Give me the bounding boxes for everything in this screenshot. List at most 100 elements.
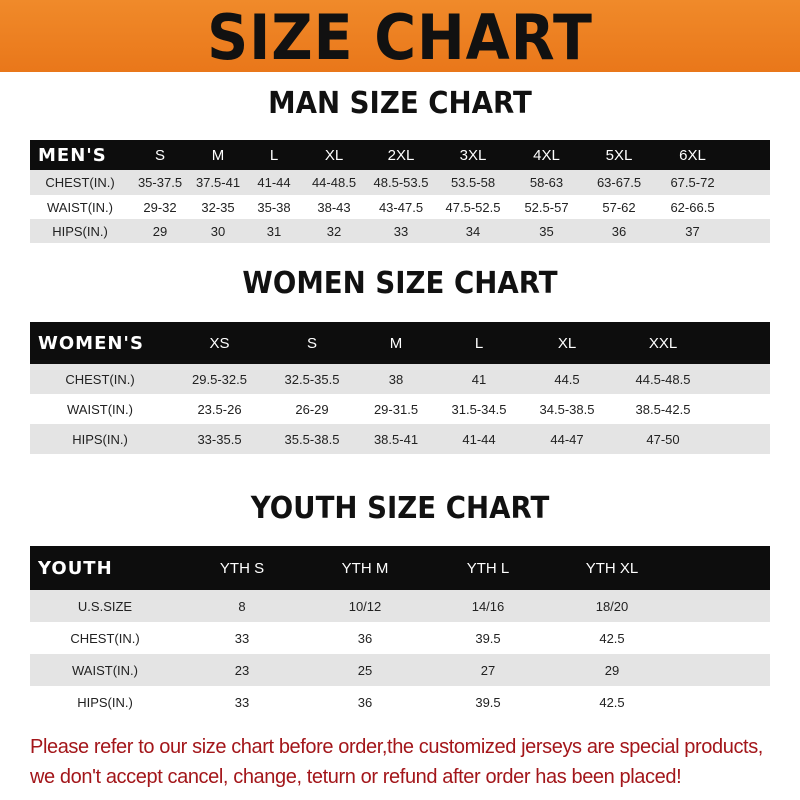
measurement-cell: 42.5 bbox=[550, 686, 674, 718]
measurement-cell: 32 bbox=[302, 219, 366, 243]
measurement-cell: 29-32 bbox=[130, 195, 190, 219]
women-header-label: WOMEN'S bbox=[30, 322, 170, 364]
row-label: WAIST(IN.) bbox=[30, 654, 180, 686]
size-header: 4XL bbox=[510, 140, 583, 170]
measurement-cell: 29-31.5 bbox=[355, 394, 437, 424]
men-heading: MAN SIZE CHART bbox=[268, 86, 532, 121]
measurement-cell: 33 bbox=[180, 686, 304, 718]
size-header: 2XL bbox=[366, 140, 436, 170]
measurement-cell: 37.5-41 bbox=[190, 170, 246, 195]
header-filler bbox=[713, 322, 770, 364]
table-row: HIPS(IN.) 33-35.5 35.5-38.5 38.5-41 41-44 44-… bbox=[30, 424, 770, 454]
measurement-cell: 33 bbox=[366, 219, 436, 243]
row-filler bbox=[730, 195, 770, 219]
table-row: U.S.SIZE 8 10/12 14/16 18/20 bbox=[30, 590, 770, 622]
row-filler bbox=[730, 219, 770, 243]
row-filler bbox=[674, 686, 770, 718]
measurement-cell: 39.5 bbox=[426, 686, 550, 718]
measurement-cell: 23.5-26 bbox=[170, 394, 269, 424]
row-label: CHEST(IN.) bbox=[30, 622, 180, 654]
measurement-cell: 36 bbox=[583, 219, 655, 243]
measurement-cell: 31.5-34.5 bbox=[437, 394, 521, 424]
row-label: HIPS(IN.) bbox=[30, 424, 170, 454]
notice-line-1: Please refer to our size chart before or… bbox=[30, 736, 763, 758]
size-header: L bbox=[437, 322, 521, 364]
measurement-cell: 27 bbox=[426, 654, 550, 686]
measurement-cell: 31 bbox=[246, 219, 302, 243]
measurement-cell: 33 bbox=[180, 622, 304, 654]
measurement-cell: 10/12 bbox=[304, 590, 426, 622]
measurement-cell: 29 bbox=[550, 654, 674, 686]
measurement-cell: 32-35 bbox=[190, 195, 246, 219]
measurement-cell: 44.5 bbox=[521, 364, 613, 394]
size-header: XXL bbox=[613, 322, 713, 364]
measurement-cell: 35 bbox=[510, 219, 583, 243]
size-header: YTH L bbox=[426, 546, 550, 590]
women-header-row: WOMEN'S XS S M L XL XXL bbox=[30, 322, 770, 364]
measurement-cell: 23 bbox=[180, 654, 304, 686]
size-header: YTH XL bbox=[550, 546, 674, 590]
measurement-cell: 63-67.5 bbox=[583, 170, 655, 195]
measurement-cell: 29 bbox=[130, 219, 190, 243]
youth-header-row: YOUTH YTH S YTH M YTH L YTH XL bbox=[30, 546, 770, 590]
size-header: XL bbox=[302, 140, 366, 170]
women-size-table: WOMEN'S XS S M L XL XXL CHEST(IN.) 29.5-32.5 32.5… bbox=[30, 322, 770, 454]
header-filler bbox=[730, 140, 770, 170]
row-filler bbox=[713, 364, 770, 394]
row-filler bbox=[730, 170, 770, 195]
row-filler bbox=[713, 424, 770, 454]
measurement-cell: 58-63 bbox=[510, 170, 583, 195]
size-header: S bbox=[130, 140, 190, 170]
table-row: CHEST(IN.) 29.5-32.5 32.5-35.5 38 41 44.5 44.5… bbox=[30, 364, 770, 394]
measurement-cell: 38 bbox=[355, 364, 437, 394]
men-header-row: MEN'S S M L XL 2XL 3XL 4XL 5XL 6XL bbox=[30, 140, 770, 170]
title-banner: SIZE CHART bbox=[0, 0, 800, 74]
measurement-cell: 30 bbox=[190, 219, 246, 243]
measurement-cell: 26-29 bbox=[269, 394, 355, 424]
youth-heading: YOUTH SIZE CHART bbox=[250, 491, 550, 526]
row-filler bbox=[674, 622, 770, 654]
size-header: S bbox=[269, 322, 355, 364]
measurement-cell: 35-37.5 bbox=[130, 170, 190, 195]
row-label: CHEST(IN.) bbox=[30, 170, 130, 195]
table-row: WAIST(IN.) 29-32 32-35 35-38 38-43 43-47.5 47.… bbox=[30, 195, 770, 219]
size-header: YTH M bbox=[304, 546, 426, 590]
measurement-cell: 35-38 bbox=[246, 195, 302, 219]
measurement-cell: 38-43 bbox=[302, 195, 366, 219]
row-label: HIPS(IN.) bbox=[30, 686, 180, 718]
row-label: WAIST(IN.) bbox=[30, 394, 170, 424]
measurement-cell: 14/16 bbox=[426, 590, 550, 622]
measurement-cell: 29.5-32.5 bbox=[170, 364, 269, 394]
notice-line-2: we don't accept cancel, change, teturn o… bbox=[30, 766, 682, 788]
size-header: 5XL bbox=[583, 140, 655, 170]
measurement-cell: 62-66.5 bbox=[655, 195, 730, 219]
measurement-cell: 38.5-41 bbox=[355, 424, 437, 454]
measurement-cell: 44-47 bbox=[521, 424, 613, 454]
measurement-cell: 34.5-38.5 bbox=[521, 394, 613, 424]
measurement-cell: 41 bbox=[437, 364, 521, 394]
order-notice: Please refer to our size chart before or… bbox=[30, 732, 790, 792]
men-size-table: MEN'S S M L XL 2XL 3XL 4XL 5XL 6XL CHEST(IN.) 35-37… bbox=[30, 140, 770, 243]
measurement-cell: 36 bbox=[304, 686, 426, 718]
row-label: WAIST(IN.) bbox=[30, 195, 130, 219]
measurement-cell: 43-47.5 bbox=[366, 195, 436, 219]
header-filler bbox=[674, 546, 770, 590]
size-header: M bbox=[355, 322, 437, 364]
table-row: HIPS(IN.) 29 30 31 32 33 34 35 36 37 bbox=[30, 219, 770, 243]
table-row: CHEST(IN.) 35-37.5 37.5-41 41-44 44-48.5 48.5… bbox=[30, 170, 770, 195]
measurement-cell: 44-48.5 bbox=[302, 170, 366, 195]
women-heading: WOMEN SIZE CHART bbox=[242, 266, 558, 301]
measurement-cell: 67.5-72 bbox=[655, 170, 730, 195]
measurement-cell: 38.5-42.5 bbox=[613, 394, 713, 424]
table-row: WAIST(IN.) 23.5-26 26-29 29-31.5 31.5-34.5 34… bbox=[30, 394, 770, 424]
measurement-cell: 42.5 bbox=[550, 622, 674, 654]
measurement-cell: 8 bbox=[180, 590, 304, 622]
measurement-cell: 47.5-52.5 bbox=[436, 195, 510, 219]
measurement-cell: 41-44 bbox=[246, 170, 302, 195]
table-row: CHEST(IN.) 33 36 39.5 42.5 bbox=[30, 622, 770, 654]
measurement-cell: 34 bbox=[436, 219, 510, 243]
row-label: CHEST(IN.) bbox=[30, 364, 170, 394]
table-row: WAIST(IN.) 23 25 27 29 bbox=[30, 654, 770, 686]
measurement-cell: 36 bbox=[304, 622, 426, 654]
measurement-cell: 57-62 bbox=[583, 195, 655, 219]
